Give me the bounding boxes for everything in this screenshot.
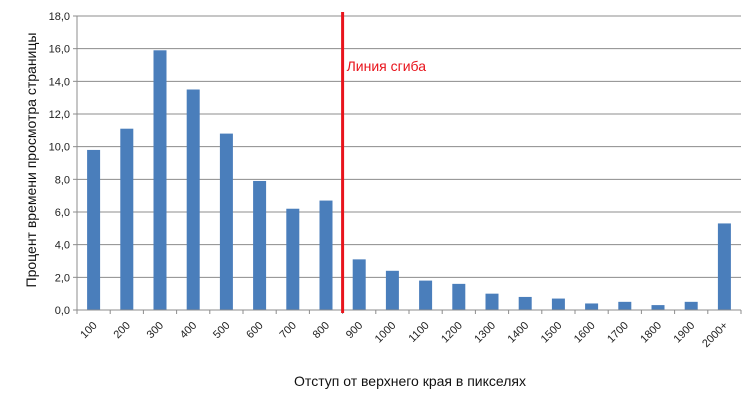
- bar-800: [319, 200, 333, 310]
- y-tick-label: 6,0: [55, 207, 70, 219]
- x-tick-label: 600: [244, 320, 265, 341]
- bar-1200: [452, 283, 466, 310]
- bar-200: [120, 128, 134, 310]
- fold-line-label: Линия сгиба: [347, 58, 427, 74]
- x-tick-label: 100: [78, 320, 99, 341]
- y-tick-label: 16,0: [49, 44, 70, 56]
- bar-600: [253, 180, 267, 310]
- bar-900: [352, 259, 366, 310]
- bar-300: [153, 50, 167, 311]
- x-tick-label: 900: [344, 320, 365, 341]
- x-tick-labels: 100 200 300 400 500 600 700 800 900 1000 1100 1200 1…: [78, 320, 730, 350]
- x-tick-label: 2000+: [700, 320, 730, 350]
- bar-1000: [385, 270, 399, 310]
- x-tick-label: 500: [211, 320, 232, 341]
- x-tick-label: 1900: [672, 320, 698, 346]
- y-tick-label: 8,0: [55, 174, 70, 186]
- bar-500: [219, 133, 233, 310]
- y-tick-label: 2,0: [55, 272, 70, 284]
- x-axis-title: Отступ от верхнего края в пикселях: [294, 373, 526, 389]
- y-tick-label: 4,0: [55, 240, 70, 252]
- x-tick-label: 1400: [506, 320, 532, 346]
- bars: [87, 50, 731, 311]
- y-tick-label: 0,0: [55, 305, 70, 317]
- y-tick-label: 14,0: [49, 76, 70, 88]
- gridlines: [77, 15, 741, 278]
- x-tick-label: 1500: [539, 320, 565, 346]
- y-axis-title: Процент времени просмотра страницы: [23, 33, 39, 288]
- x-tick-label: 800: [311, 320, 332, 341]
- x-tick-label: 1100: [407, 320, 432, 345]
- y-tick-labels: 0,0 2,0 4,0 6,0 8,0 10,0 12,0 14,0 16,0 18,0: [49, 11, 77, 317]
- x-tick-label: 1600: [572, 320, 598, 346]
- bar-1300: [485, 293, 499, 310]
- bar-400: [186, 89, 200, 310]
- bar-100: [87, 149, 101, 310]
- bar-2000+: [717, 223, 731, 310]
- bar-1400: [518, 296, 532, 310]
- bar-1500: [551, 298, 565, 310]
- y-tick-label: 12,0: [49, 109, 70, 121]
- bar-1100: [419, 280, 433, 310]
- y-tick-label: 18,0: [49, 11, 70, 23]
- bar-1700: [618, 301, 632, 310]
- x-tick-label: 1700: [605, 320, 631, 346]
- x-tick-label: 200: [111, 320, 132, 341]
- x-tick-label: 400: [178, 320, 199, 341]
- axes: [76, 16, 742, 314]
- y-tick-label: 10,0: [49, 142, 70, 154]
- x-tick-label: 700: [277, 320, 298, 341]
- fold-line-annotation: Линия сгиба: [341, 12, 427, 313]
- x-tick-label: 300: [145, 320, 166, 341]
- bar-700: [286, 208, 300, 310]
- x-tick-label: 1800: [638, 320, 664, 346]
- x-tick-label: 1200: [439, 320, 465, 346]
- bar-1900: [684, 301, 698, 310]
- bar-1600: [585, 303, 599, 310]
- bar-1800: [651, 305, 665, 310]
- x-tick-label: 1000: [373, 320, 399, 346]
- x-tick-label: 1300: [472, 320, 498, 346]
